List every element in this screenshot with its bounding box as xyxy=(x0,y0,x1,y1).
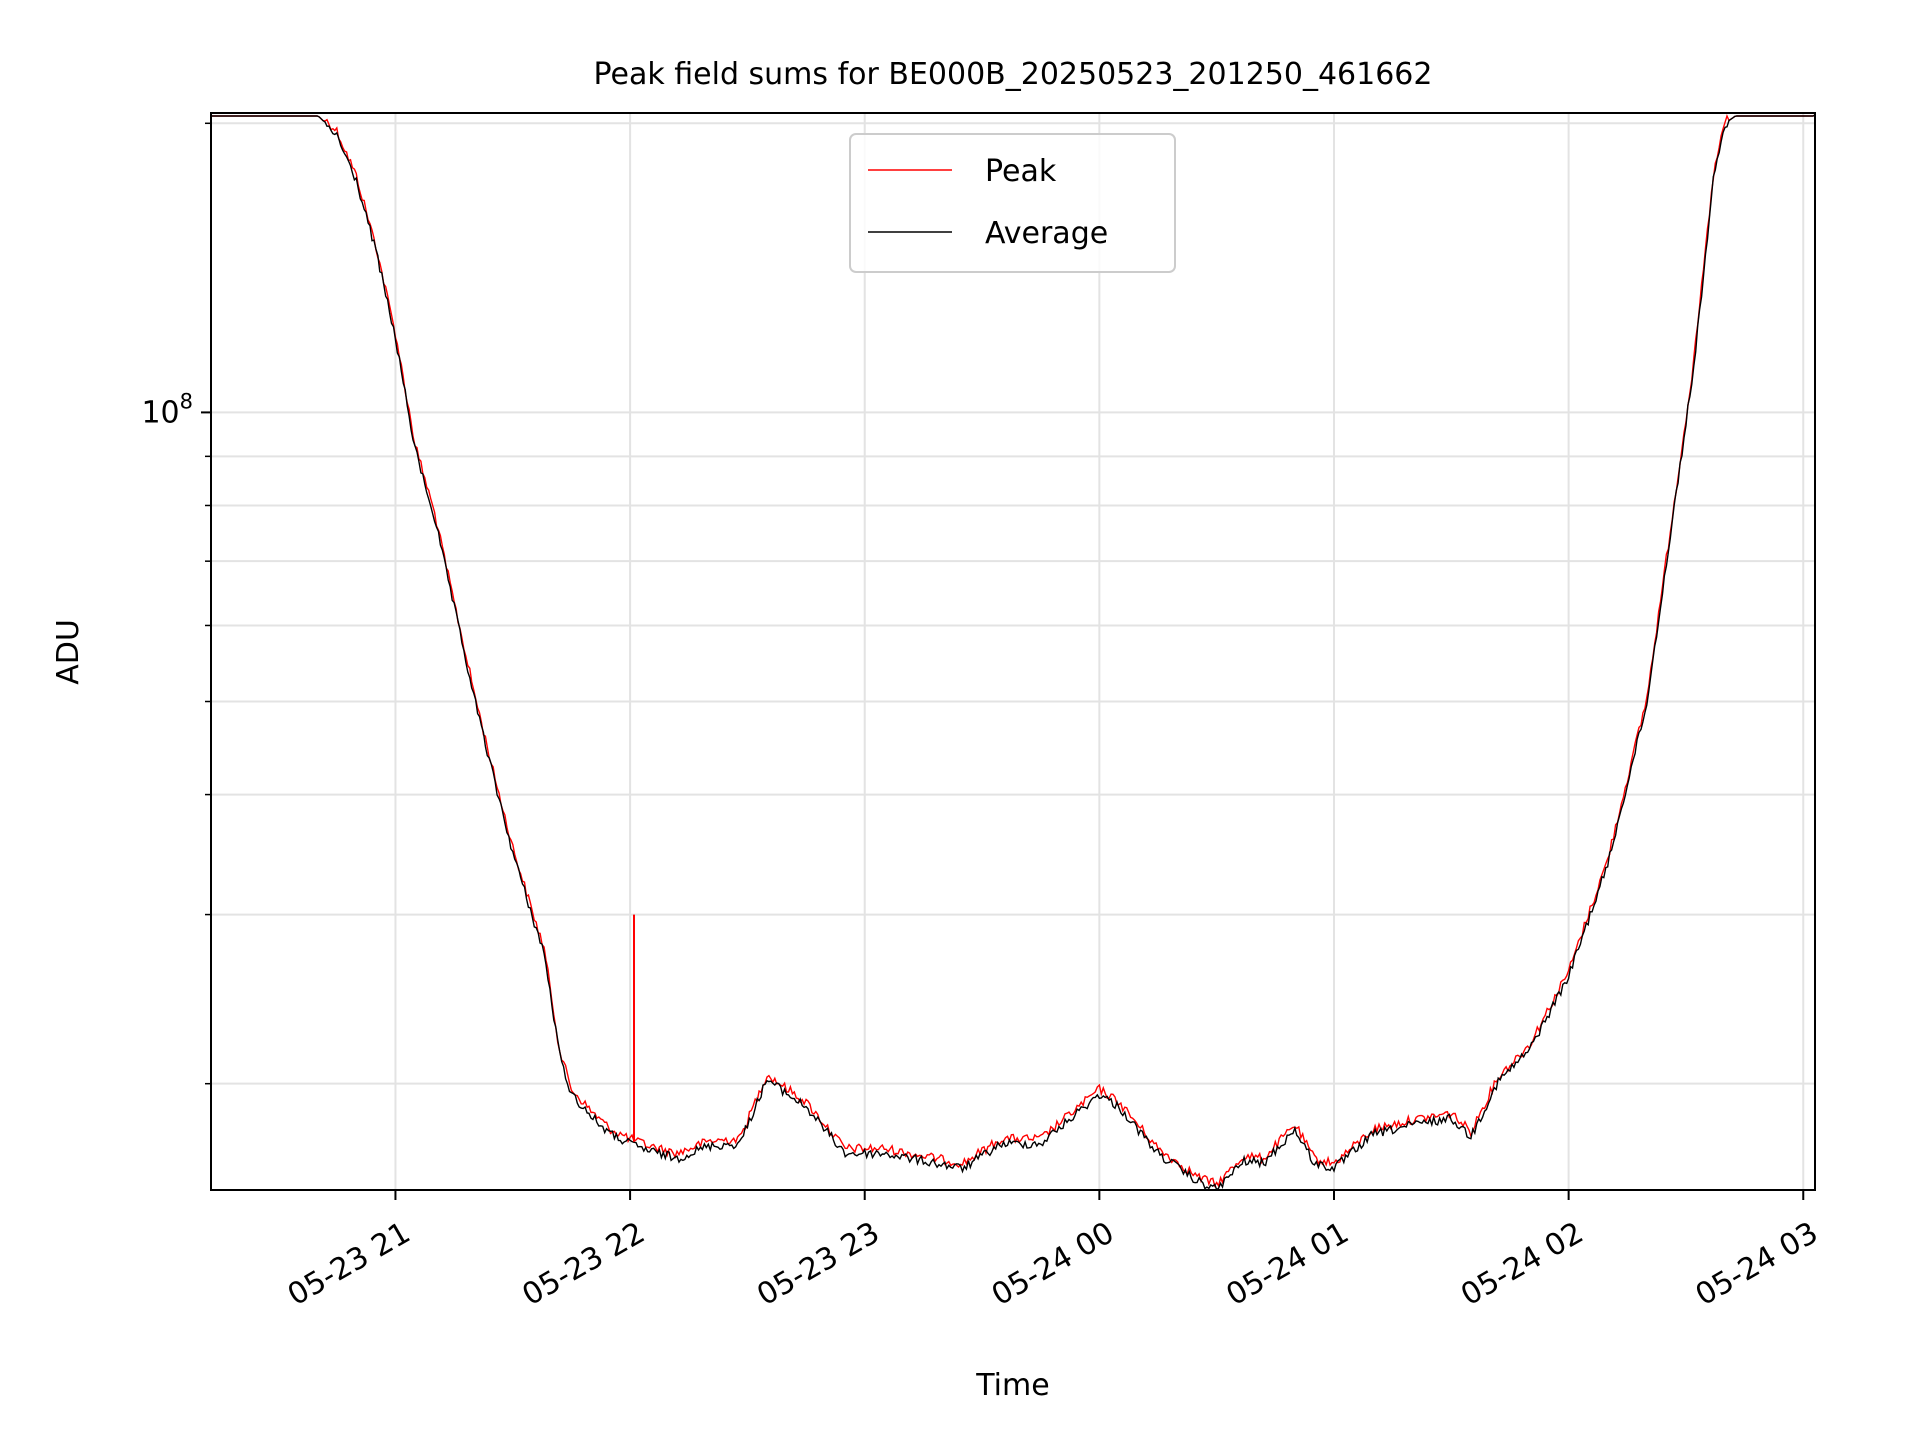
grid-lines xyxy=(211,113,1815,1190)
y-tick-label: 108 xyxy=(141,389,193,430)
legend: Peak Average xyxy=(849,133,1176,273)
plot-area-frame xyxy=(210,112,1816,1191)
y-axis-label: ADU xyxy=(51,619,86,685)
peak-series-line xyxy=(211,114,1816,1188)
x-axis-label: Time xyxy=(975,1368,1049,1403)
chart-title: Peak field sums for BE000B_20250523_2012… xyxy=(594,57,1433,92)
legend-box xyxy=(849,133,1176,273)
series-lines xyxy=(211,114,1816,1191)
legend-label-average: Average xyxy=(985,216,1108,251)
legend-label-peak: Peak xyxy=(985,154,1057,189)
average-series-line xyxy=(211,114,1816,1191)
